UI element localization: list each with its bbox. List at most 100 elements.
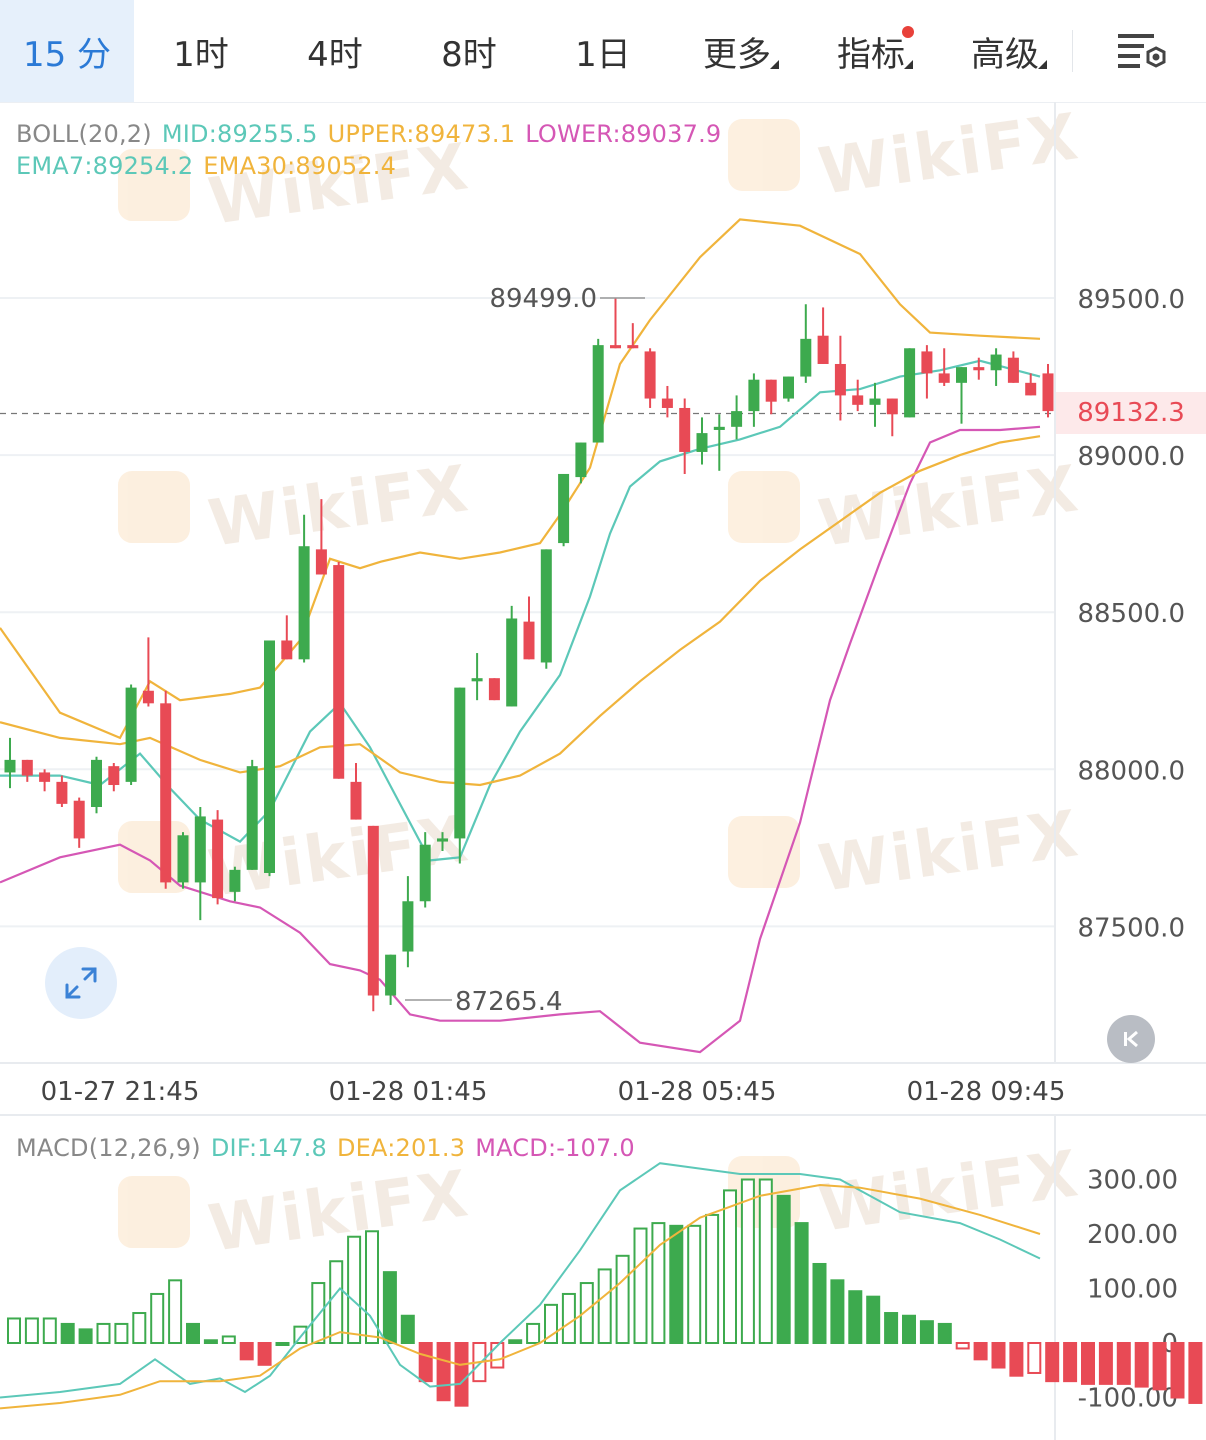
macd-bar [7, 1317, 21, 1344]
candle-body [558, 473, 570, 544]
chart-settings-icon[interactable] [1100, 20, 1180, 82]
macd-bar [42, 1317, 57, 1344]
tab-0[interactable]: 15 分 [0, 0, 134, 102]
macd-bar [866, 1295, 881, 1345]
series-line-ema7 [0, 359, 1041, 862]
jump-to-latest-button[interactable] [1107, 1015, 1155, 1063]
tab-2[interactable]: 4时 [268, 0, 402, 102]
tab-5[interactable]: 更多 [670, 0, 804, 102]
macd-bar [830, 1279, 845, 1344]
candle-body [800, 338, 812, 377]
candle-body [367, 825, 379, 996]
macd-bar [132, 1312, 147, 1345]
candle-body [125, 687, 137, 782]
macd-bar [186, 1322, 200, 1345]
macd-legend-dif: DIF:147.8 [210, 1134, 327, 1162]
macd-bar [1152, 1342, 1167, 1391]
candle-body [108, 766, 120, 786]
candle-body [385, 954, 397, 996]
macd-bar [884, 1312, 899, 1345]
candle-body [817, 335, 829, 364]
tab-7[interactable]: 高级 [938, 0, 1072, 102]
macd-bar [776, 1194, 791, 1344]
candle-body [783, 376, 794, 399]
time-axis-label: 01-28 09:45 [907, 1077, 1066, 1107]
macd-bar [1063, 1342, 1078, 1383]
tab-label: 指标 [837, 34, 905, 75]
expand-icon [65, 967, 97, 999]
ema7-legend: EMA7:89254.2 [16, 152, 194, 180]
macd-bar [114, 1322, 129, 1345]
candle-body [402, 901, 414, 952]
candle-body [91, 759, 102, 808]
macd-bar [1170, 1342, 1185, 1399]
macd-bar [919, 1320, 934, 1344]
tab-1[interactable]: 1时 [134, 0, 268, 102]
candle-body [834, 363, 846, 396]
candle-body [644, 351, 656, 399]
current-price-tag: 89132.3 [1056, 392, 1206, 434]
candle-body [56, 781, 68, 804]
candle-body [696, 433, 708, 452]
ema30-legend: EMA30:89052.4 [203, 152, 397, 180]
candle-body [73, 800, 85, 839]
macd-bar [203, 1339, 218, 1345]
candle-body [315, 549, 327, 575]
price-tick-label: 89000.0 [1077, 442, 1185, 472]
candle-body [904, 348, 916, 418]
candle-body [194, 816, 206, 883]
macd-bar [454, 1342, 469, 1407]
candle-body [869, 398, 881, 405]
expand-button[interactable] [45, 947, 117, 1019]
macd-bar [597, 1268, 612, 1345]
macd-bar [615, 1254, 630, 1345]
macd-bar [1098, 1342, 1113, 1385]
macd-bar [1188, 1342, 1203, 1404]
tab-label: 高级 [971, 34, 1039, 75]
tab-3[interactable]: 8时 [402, 0, 536, 102]
high-price-label: 89499.0 [489, 284, 597, 314]
candle-body [1025, 382, 1037, 396]
dropdown-caret-icon [904, 60, 913, 69]
candle-body [956, 367, 967, 383]
macd-bar [758, 1178, 773, 1344]
macd-bar [311, 1282, 326, 1345]
candle-body [229, 869, 241, 892]
macd-legend-dea: DEA:201.3 [336, 1134, 466, 1162]
macd-bar [221, 1335, 236, 1344]
macd-bar [902, 1314, 916, 1344]
timeframe-tab-bar: 15 分 1时 4时 8时 1日 更多 指标 高级 [0, 0, 1206, 103]
boll-legend-mid: MID:89255.5 [161, 120, 318, 148]
macd-bar [400, 1314, 415, 1344]
macd-bar [293, 1325, 308, 1345]
macd-tick-label: 100.00 [1087, 1275, 1178, 1305]
candle-body [506, 618, 518, 707]
candle-body [938, 373, 950, 383]
macd-bar [257, 1342, 272, 1366]
macd-bar [150, 1292, 165, 1344]
macd-bar [561, 1292, 576, 1344]
time-axis-label: 01-28 05:45 [618, 1077, 777, 1107]
candle-body [575, 442, 587, 478]
macd-bar [24, 1317, 39, 1344]
price-tick-label: 87500.0 [1077, 913, 1185, 943]
macd-bar [794, 1222, 809, 1344]
time-axis-label: 01-27 21:45 [41, 1077, 200, 1107]
ema-legend: EMA7:89254.2 EMA30:89052.4 [16, 152, 406, 180]
boll-legend-lower: LOWER:89037.9 [525, 120, 722, 148]
candle-body [592, 345, 604, 443]
candle-body [540, 549, 552, 663]
macd-bar [723, 1189, 737, 1345]
macd-bar [812, 1262, 827, 1344]
macd-bar [418, 1342, 433, 1383]
candle-body [610, 345, 621, 349]
macd-bar [382, 1271, 397, 1345]
tab-6[interactable]: 指标 [804, 0, 938, 102]
boll-legend-name: BOLL(20,2) [16, 120, 152, 148]
candle-body [748, 379, 760, 412]
tab-label: 15 分 [22, 34, 112, 75]
candle-body [852, 395, 864, 405]
tab-4[interactable]: 1日 [536, 0, 670, 102]
macd-bar [1009, 1342, 1024, 1377]
